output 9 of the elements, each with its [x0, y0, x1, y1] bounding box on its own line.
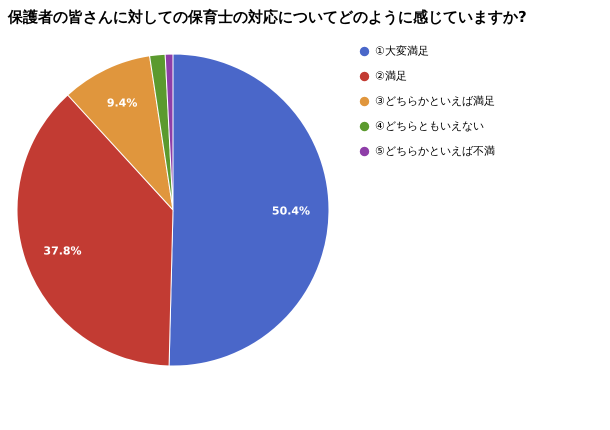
legend-label: ④どちらともいえない [375, 120, 484, 132]
chart-title: 保護者の皆さんに対しての保育士の対応についてどのように感じていますか? [7, 8, 527, 26]
legend-label: ⑤どちらかといえば不満 [375, 144, 495, 158]
legend-label: ③どちらかといえば満足 [375, 94, 495, 108]
legend-label: ①大変満足 [375, 44, 429, 58]
data-label: 9.4% [106, 96, 138, 110]
data-label: 50.4% [272, 204, 310, 218]
data-label: 37.8% [43, 244, 82, 258]
legend-label: ②満足 [375, 70, 407, 82]
